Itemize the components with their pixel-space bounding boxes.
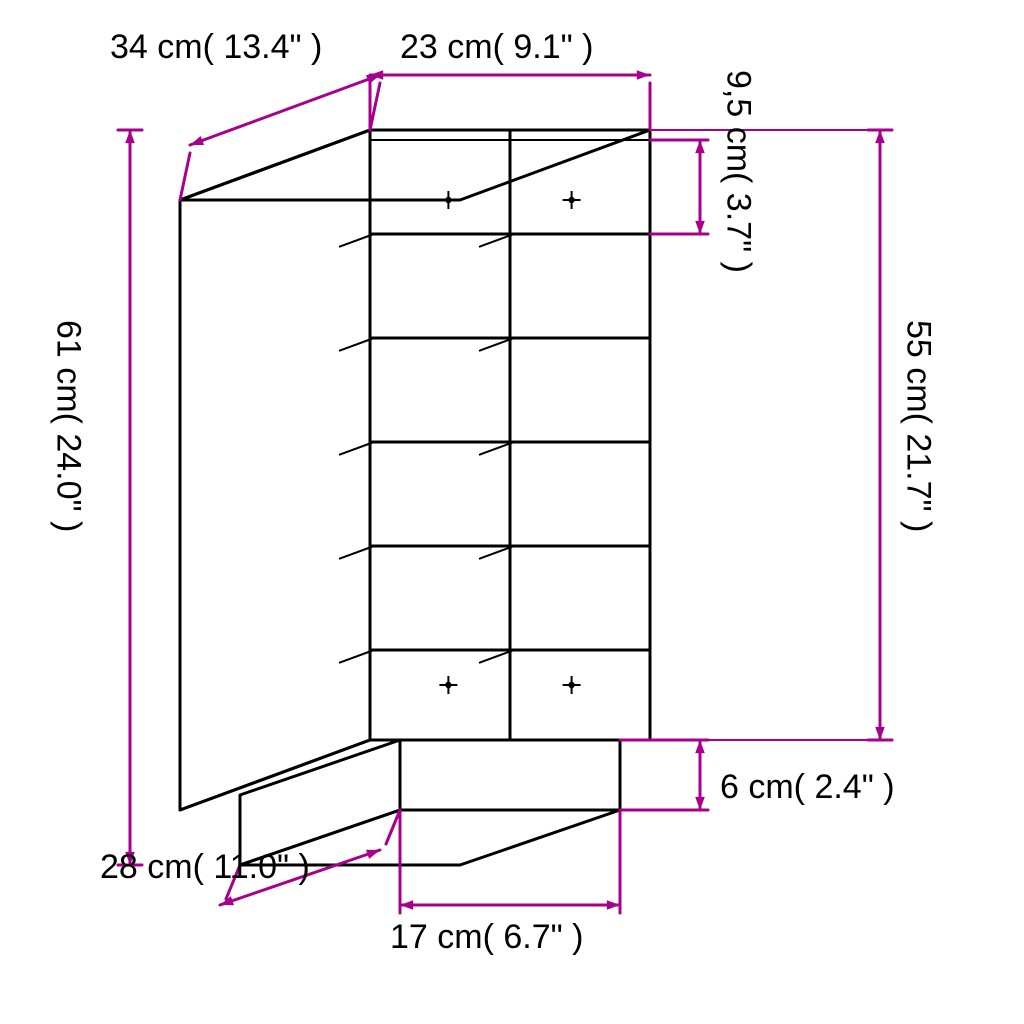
- dim-depth-top: 34 cm( 13.4" ): [110, 30, 322, 66]
- dim-height-right: 55 cm( 21.7" ): [900, 320, 936, 532]
- dim-width-top: 23 cm( 9.1" ): [400, 30, 593, 66]
- dim-shelf-h: 9,5 cm( 3.7" ): [720, 70, 756, 273]
- dim-base-h: 6 cm( 2.4" ): [720, 770, 895, 806]
- dim-base-width: 17 cm( 6.7" ): [390, 920, 583, 956]
- dim-base-depth: 28 cm( 11.0" ): [100, 850, 310, 886]
- dim-height-left: 61 cm( 24.0" ): [50, 320, 86, 532]
